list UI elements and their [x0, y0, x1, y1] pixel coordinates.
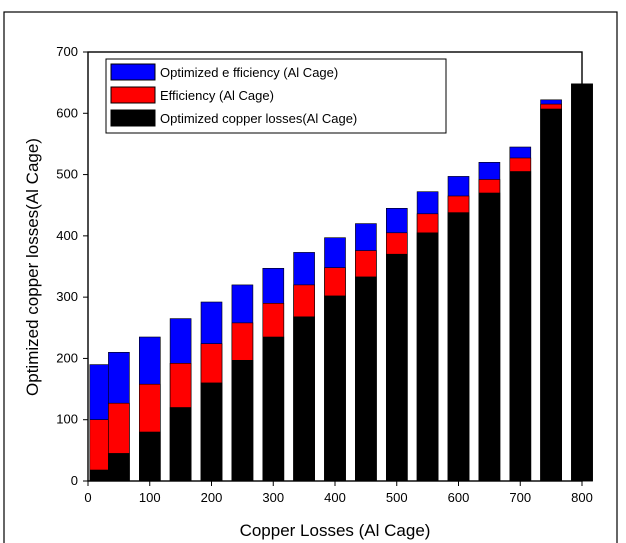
legend-swatch-optimized-efficiency	[110, 63, 156, 81]
outer-border	[3, 11, 618, 543]
x-tick-label: 600	[448, 490, 470, 505]
bar-optimized-copper-losses	[89, 469, 112, 482]
bar-optimized-copper-losses	[231, 359, 254, 482]
ticks-layer: 0 100 200 300 400 500 600 700 800 0 100 200 300 400 50…	[56, 44, 593, 505]
y-tick-label: 400	[56, 228, 78, 243]
bar-optimized-copper-losses	[385, 253, 408, 482]
legend-label-efficiency: Efficiency (Al Cage)	[160, 88, 274, 103]
bars-layer	[89, 83, 593, 482]
bar-optimized-copper-losses	[571, 83, 593, 482]
legend-box	[105, 58, 447, 134]
x-tick-label: 800	[571, 490, 593, 505]
bar-optimized-copper-losses	[108, 453, 130, 482]
bar-optimized-copper-losses	[355, 276, 377, 482]
x-tick-label: 0	[84, 490, 91, 505]
x-axis-label: Copper Losses (Al Cage)	[240, 521, 431, 540]
y-tick-label: 600	[56, 105, 78, 120]
bar-optimized-copper-losses	[262, 336, 285, 482]
x-tick-label: 300	[262, 490, 284, 505]
y-tick-label: 200	[56, 350, 78, 365]
y-tick-label: 300	[56, 289, 78, 304]
y-axis-label: Optimized copper losses(Al Cage)	[23, 138, 42, 396]
bar-optimized-copper-losses	[478, 192, 501, 482]
bar-optimized-copper-losses	[324, 295, 346, 482]
legend-swatch-efficiency	[110, 86, 156, 104]
legend: Optimized e fficiency (Al Cage) Efficien…	[105, 58, 447, 134]
bar-optimized-copper-losses	[139, 431, 161, 482]
bar-optimized-copper-losses	[293, 316, 315, 482]
bar-optimized-copper-losses	[200, 382, 223, 482]
x-tick-label: 100	[139, 490, 161, 505]
x-tick-label: 700	[509, 490, 531, 505]
legend-swatch-optimized-copper-losses	[110, 109, 156, 127]
bar-optimized-copper-losses	[540, 108, 562, 482]
bar-optimized-copper-losses	[416, 232, 439, 482]
legend-label-optimized-efficiency: Optimized e fficiency (Al Cage)	[160, 65, 338, 80]
x-tick-label: 400	[324, 490, 346, 505]
y-tick-label: 0	[71, 473, 78, 488]
x-tick-label: 200	[201, 490, 223, 505]
bar-optimized-copper-losses	[169, 407, 192, 482]
legend-label-optimized-copper-losses: Optimized copper losses(Al Cage)	[160, 111, 357, 126]
x-tick-label: 500	[386, 490, 408, 505]
y-tick-label: 100	[56, 412, 78, 427]
y-tick-label: 700	[56, 44, 78, 59]
bar-optimized-copper-losses	[509, 171, 532, 482]
bar-optimized-copper-losses	[447, 212, 470, 482]
y-tick-label: 500	[56, 167, 78, 182]
